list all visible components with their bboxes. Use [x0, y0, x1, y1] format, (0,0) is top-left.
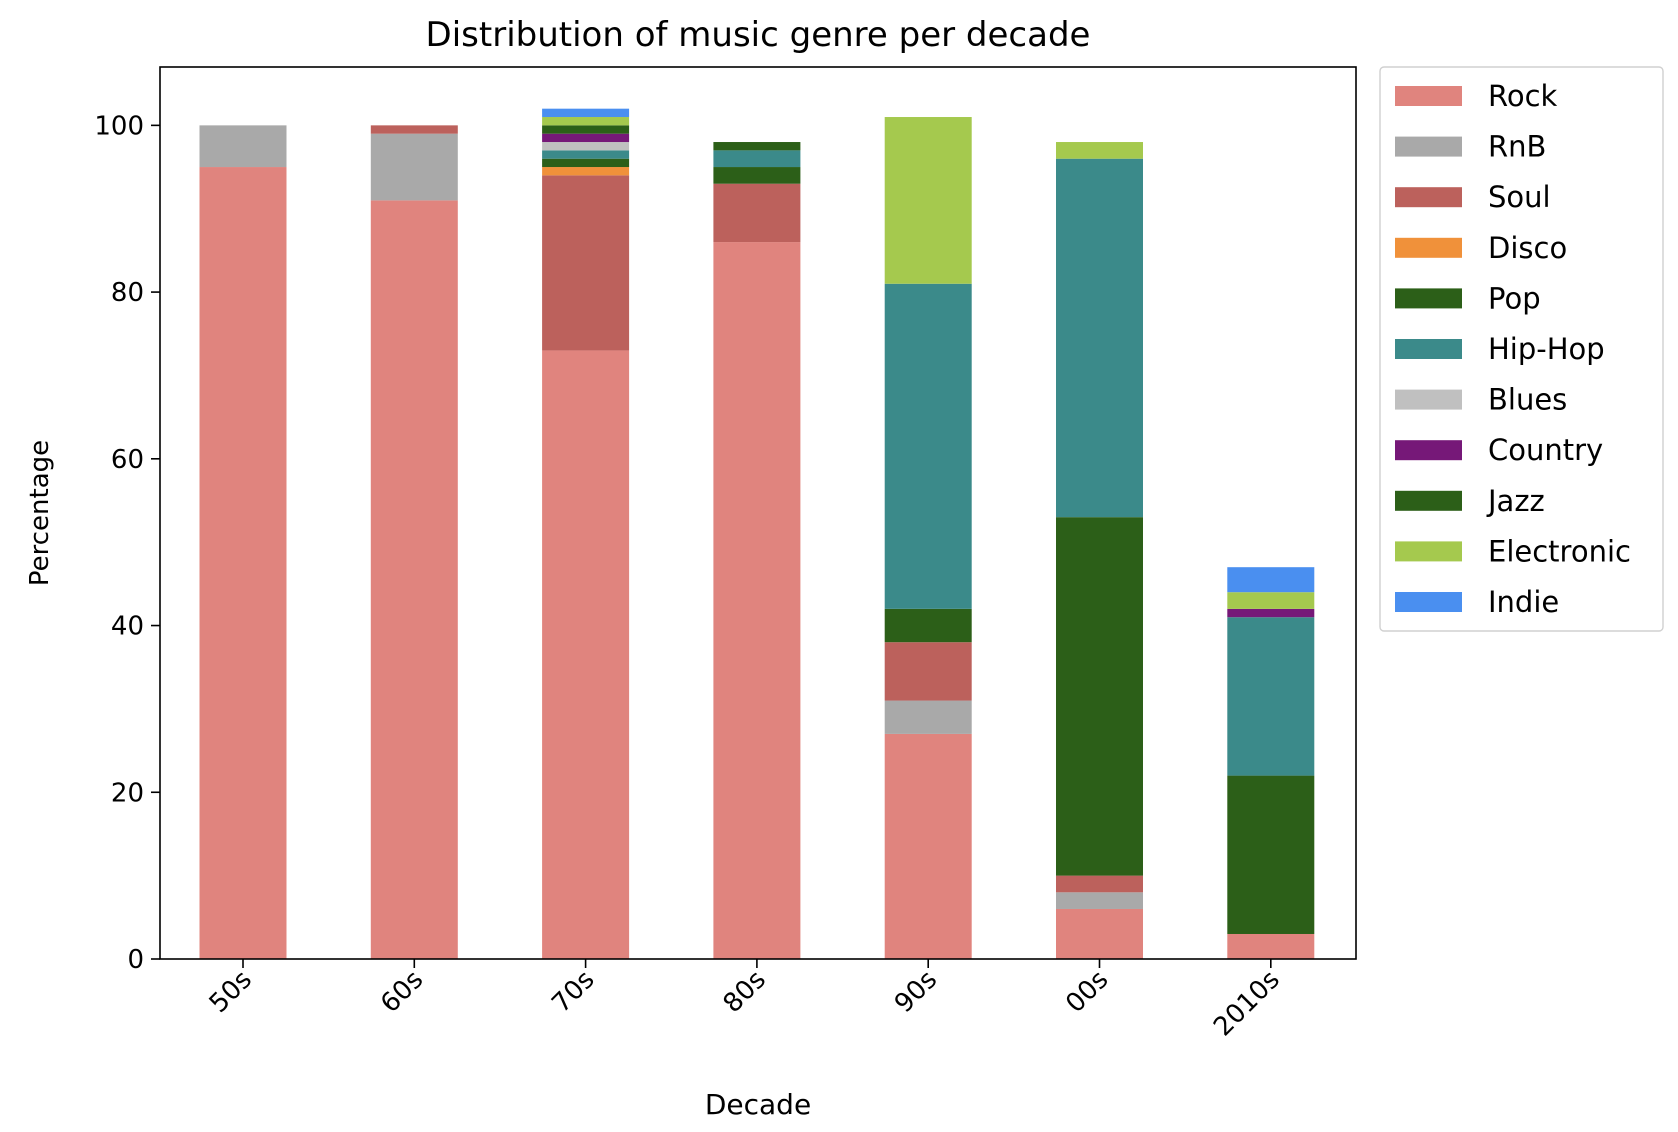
legend-items: Rock RnB Soul Disco Pop Hip-Hop Blues Country Ja… — [1395, 79, 1631, 619]
bar-rnb-50s — [199, 125, 287, 168]
bar-country-2010s — [1227, 608, 1315, 618]
legend-swatch-electronic — [1395, 541, 1462, 562]
x-tick-label: 80s — [718, 965, 772, 1019]
legend-frame — [1379, 66, 1664, 632]
legend-label-disco: Disco — [1488, 231, 1567, 265]
bar-hip-hop-90s — [884, 283, 972, 609]
y-tick-label: 80 — [111, 278, 144, 308]
y-tick-label: 60 — [111, 445, 144, 475]
legend-label-electronic: Electronic — [1488, 534, 1631, 568]
bar-indie-2010s — [1227, 567, 1315, 593]
x-tick-label: 50s — [204, 965, 258, 1019]
legend: Rock RnB Soul Disco Pop Hip-Hop Blues Country Ja… — [1379, 66, 1664, 632]
bar-rnb-60s — [370, 133, 458, 201]
bar-rock-90s — [884, 733, 972, 959]
bar-electronic-70s — [542, 117, 630, 126]
bar-disco-70s — [542, 167, 630, 176]
bar-soul-70s — [542, 175, 630, 351]
chart-title: Distribution of music genre per decade — [426, 15, 1091, 55]
legend-label-pop: Pop — [1488, 281, 1541, 315]
bar-soul-60s — [370, 125, 458, 134]
bar-hip-hop-80s — [713, 150, 801, 168]
x-axis-label: Decade — [705, 1088, 811, 1121]
legend-swatch-soul — [1395, 187, 1462, 208]
bar-rnb-00s — [1056, 892, 1143, 909]
bar-rock-80s — [713, 242, 801, 959]
y-axis-ticks: 0 20 40 60 80 100 — [94, 111, 160, 975]
legend-swatch-blues — [1395, 389, 1462, 410]
legend-label-soul: Soul — [1488, 180, 1551, 214]
bar-hip-hop-00s — [1056, 158, 1143, 518]
bar-hip-hop-70s — [542, 150, 630, 159]
x-axis-ticks: 50s 60s 70s 80s 90s 00s 2010s — [204, 959, 1286, 1042]
bar-jazz-80s — [713, 142, 801, 151]
legend-swatch-rock — [1395, 86, 1462, 106]
bar-soul-80s — [713, 183, 801, 243]
bar-country-70s — [542, 133, 630, 143]
bar-soul-00s — [1056, 875, 1143, 893]
y-tick-label: 40 — [111, 612, 144, 642]
bar-rnb-90s — [884, 700, 972, 734]
bar-pop-80s — [713, 167, 801, 184]
bar-rock-70s — [542, 350, 630, 960]
y-tick-label: 0 — [127, 945, 144, 975]
y-axis-label: Percentage — [25, 440, 55, 586]
legend-label-rnb: RnB — [1488, 130, 1546, 164]
legend-swatch-pop — [1395, 288, 1462, 309]
y-tick-label: 100 — [94, 111, 144, 141]
bar-blues-70s — [542, 142, 630, 151]
bar-pop-00s — [1056, 517, 1143, 876]
x-tick-label: 90s — [889, 965, 943, 1019]
legend-swatch-hip-hop — [1395, 339, 1462, 359]
legend-swatch-jazz — [1395, 490, 1462, 511]
y-tick-label: 20 — [111, 778, 144, 808]
bar-pop-90s — [884, 608, 972, 643]
legend-label-hip-hop: Hip-Hop — [1488, 332, 1605, 366]
legend-swatch-indie — [1395, 592, 1462, 612]
x-tick-label: 00s — [1060, 965, 1114, 1019]
bar-pop-2010s — [1227, 775, 1315, 934]
bar-rock-2010s — [1227, 933, 1315, 959]
legend-swatch-country — [1395, 440, 1462, 461]
legend-label-indie: Indie — [1488, 585, 1559, 619]
bar-soul-90s — [884, 642, 972, 701]
legend-label-country: Country — [1488, 433, 1603, 467]
legend-label-jazz: Jazz — [1486, 484, 1545, 518]
legend-label-rock: Rock — [1488, 79, 1558, 113]
legend-swatch-disco — [1395, 237, 1462, 258]
x-tick-label: 60s — [375, 965, 429, 1019]
x-tick-label: 2010s — [1208, 965, 1286, 1043]
legend-label-blues: Blues — [1488, 383, 1567, 417]
legend-swatch-rnb — [1395, 136, 1462, 157]
bars-layer — [199, 108, 1315, 960]
axes-frame — [159, 66, 1357, 960]
bar-indie-70s — [542, 108, 630, 118]
x-tick-label: 70s — [546, 965, 600, 1019]
bar-jazz-70s — [542, 125, 630, 134]
bar-hip-hop-2010s — [1227, 617, 1315, 776]
bar-rock-00s — [1056, 908, 1143, 959]
bar-electronic-00s — [1056, 142, 1143, 159]
bar-rock-60s — [370, 200, 458, 959]
bar-electronic-2010s — [1227, 592, 1315, 609]
bar-pop-70s — [542, 158, 630, 168]
bar-rock-50s — [199, 167, 287, 960]
bar-electronic-90s — [884, 117, 972, 284]
